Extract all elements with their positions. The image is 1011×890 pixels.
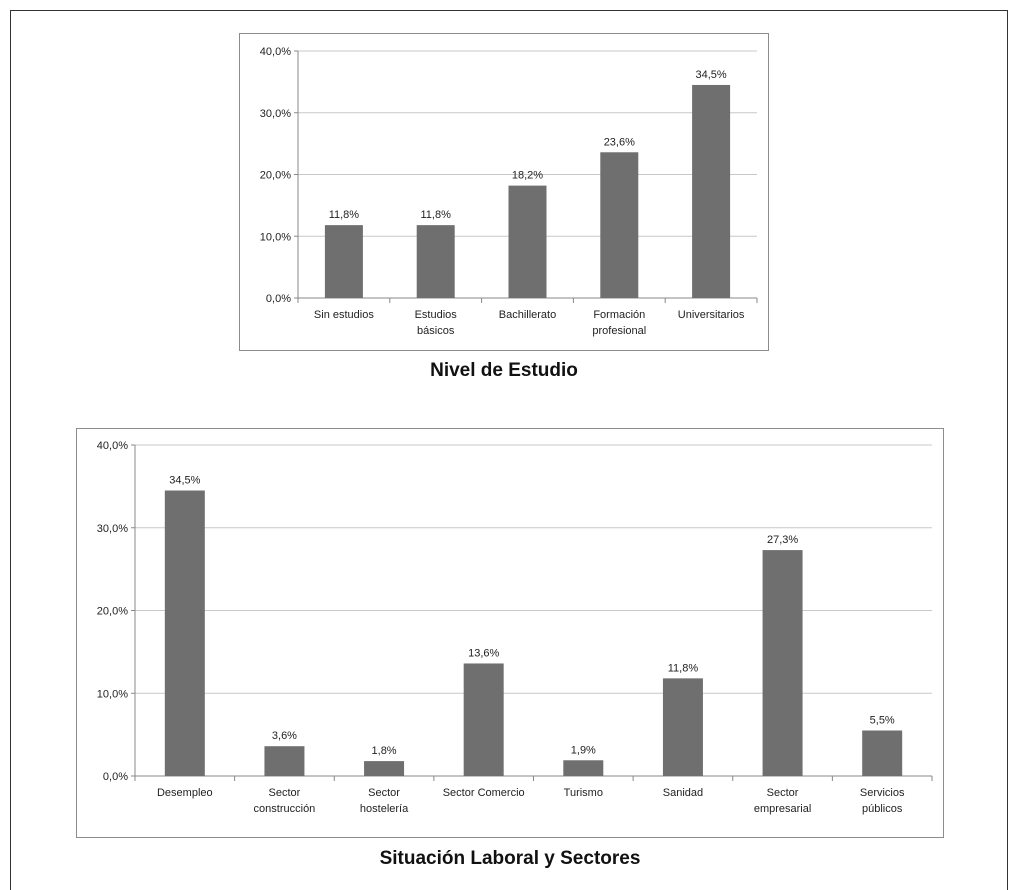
bar xyxy=(508,185,547,298)
bar xyxy=(692,84,731,299)
bar xyxy=(324,225,363,298)
bar xyxy=(164,490,205,776)
bar xyxy=(463,663,504,776)
data-label: 18,2% xyxy=(512,170,543,182)
category-label: Desempleo xyxy=(157,787,213,799)
category-label: Servicios públicos xyxy=(860,787,905,815)
bar xyxy=(762,550,803,776)
data-label: 34,5% xyxy=(169,475,200,487)
y-tick-label: 30,0% xyxy=(97,523,128,535)
category-label: Estudios básicos xyxy=(415,309,458,337)
category-label: Turismo xyxy=(564,787,603,799)
category-label: Sector construcción xyxy=(254,787,316,815)
data-label: 34,5% xyxy=(695,69,726,81)
chart-nivel-estudio: 0,0% 10,0% 20,0% 30,0% 40,0% 11,8% Sin estudio… xyxy=(239,33,769,351)
y-tick-label: 40,0% xyxy=(260,46,291,58)
y-tick-label: 0,0% xyxy=(103,771,128,783)
data-label: 13,6% xyxy=(468,647,499,659)
chart-nivel-estudio-svg: 0,0% 10,0% 20,0% 30,0% 40,0% 11,8% Sin estudio… xyxy=(260,46,758,337)
chart-title-nivel-estudio: Nivel de Estudio xyxy=(430,360,578,381)
chart-situacion-laboral-svg: 0,0% 10,0% 20,0% 30,0% 40,0% 34,5% Desempleo 3,… xyxy=(97,440,933,815)
data-label: 11,8% xyxy=(668,662,699,674)
data-label: 27,3% xyxy=(767,534,798,546)
y-tick-label: 20,0% xyxy=(97,606,128,618)
bar xyxy=(662,678,703,776)
y-tick-label: 10,0% xyxy=(260,231,291,243)
category-label: Sector empresarial xyxy=(754,787,811,815)
data-label: 3,6% xyxy=(272,730,297,742)
bar xyxy=(364,761,405,776)
y-tick-label: 30,0% xyxy=(260,108,291,120)
data-label: 23,6% xyxy=(604,136,635,148)
data-label: 11,8% xyxy=(329,209,360,221)
chart-title-situacion-laboral: Situación Laboral y Sectores xyxy=(379,848,641,869)
category-label: Sanidad xyxy=(663,787,703,799)
bar xyxy=(563,760,604,776)
data-label: 1,8% xyxy=(372,745,397,757)
y-tick-label: 40,0% xyxy=(97,440,128,452)
category-label: Sector Comercio xyxy=(443,787,525,799)
y-tick-label: 10,0% xyxy=(97,688,128,700)
chart-situacion-laboral: 0,0% 10,0% 20,0% 30,0% 40,0% 34,5% Desempleo 3,… xyxy=(76,428,944,838)
data-label: 1,9% xyxy=(571,744,596,756)
bar xyxy=(600,152,639,298)
data-label: 5,5% xyxy=(870,714,895,726)
y-tick-label: 0,0% xyxy=(266,293,291,305)
category-label: Sin estudios xyxy=(314,309,374,321)
y-tick-label: 20,0% xyxy=(260,170,291,182)
data-label: 11,8% xyxy=(421,209,452,221)
page-frame xyxy=(10,10,1008,890)
bar xyxy=(862,730,903,776)
category-label: Universitarios xyxy=(678,309,745,321)
bar xyxy=(264,746,305,776)
category-label: Formación profesional xyxy=(592,309,646,337)
category-label: Sector hostelería xyxy=(360,787,409,815)
bar xyxy=(416,225,455,298)
category-label: Bachillerato xyxy=(499,309,556,321)
